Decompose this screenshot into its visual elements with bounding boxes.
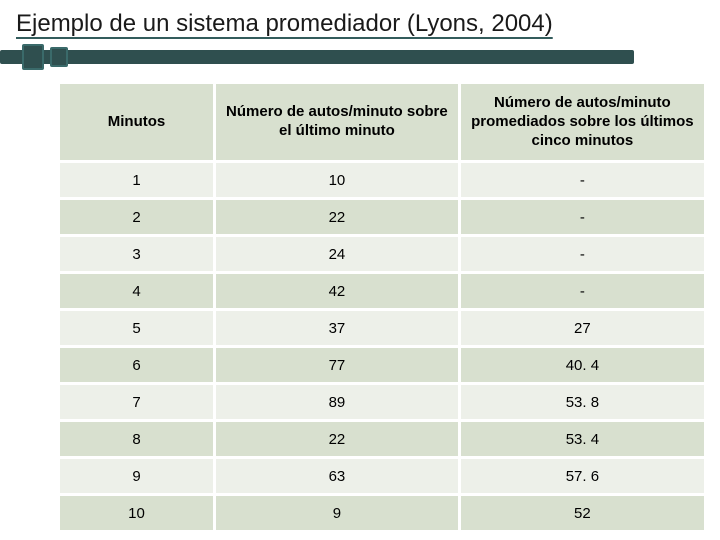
table-cell: 6 — [60, 347, 215, 384]
table-cell: 40. 4 — [459, 347, 704, 384]
table-cell: 5 — [60, 310, 215, 347]
table-cell: - — [459, 199, 704, 236]
table-cell: 7 — [60, 384, 215, 421]
table-row: 110- — [60, 162, 704, 199]
table-cell: - — [459, 162, 704, 199]
table-cell: 22 — [215, 199, 460, 236]
table-row: 82253. 4 — [60, 421, 704, 458]
table-cell: 9 — [215, 495, 460, 532]
table-cell: 10 — [215, 162, 460, 199]
table-cell: 89 — [215, 384, 460, 421]
table-cell: 24 — [215, 236, 460, 273]
table-cell: 3 — [60, 236, 215, 273]
table-row: 324- — [60, 236, 704, 273]
table-cell: 57. 6 — [459, 458, 704, 495]
table-header-row: Minutos Número de autos/minuto sobre el … — [60, 84, 704, 162]
table-cell: 63 — [215, 458, 460, 495]
col-header-minutos: Minutos — [60, 84, 215, 162]
table-cell: 77 — [215, 347, 460, 384]
table-cell: 22 — [215, 421, 460, 458]
table-row: 53727 — [60, 310, 704, 347]
data-table: Minutos Número de autos/minuto sobre el … — [60, 84, 704, 533]
table-cell: 42 — [215, 273, 460, 310]
title-accent — [0, 44, 720, 72]
table-cell: 8 — [60, 421, 215, 458]
table-cell: 37 — [215, 310, 460, 347]
slide-title: Ejemplo de un sistema promediador (Lyons… — [0, 0, 720, 44]
table-cell: 27 — [459, 310, 704, 347]
table-row: 67740. 4 — [60, 347, 704, 384]
table-row: 442- — [60, 273, 704, 310]
table-row: 10952 — [60, 495, 704, 532]
table-cell: 9 — [60, 458, 215, 495]
table-cell: 1 — [60, 162, 215, 199]
table-cell: 53. 8 — [459, 384, 704, 421]
table-cell: 10 — [60, 495, 215, 532]
table-row: 96357. 6 — [60, 458, 704, 495]
table-cell: 2 — [60, 199, 215, 236]
col-header-avg-five: Número de autos/minuto promediados sobre… — [459, 84, 704, 162]
col-header-last-minute: Número de autos/minuto sobre el último m… — [215, 84, 460, 162]
table-cell: - — [459, 273, 704, 310]
table-cell: 52 — [459, 495, 704, 532]
table-cell: - — [459, 236, 704, 273]
table-cell: 4 — [60, 273, 215, 310]
table-cell: 53. 4 — [459, 421, 704, 458]
table-row: 222- — [60, 199, 704, 236]
table-row: 78953. 8 — [60, 384, 704, 421]
